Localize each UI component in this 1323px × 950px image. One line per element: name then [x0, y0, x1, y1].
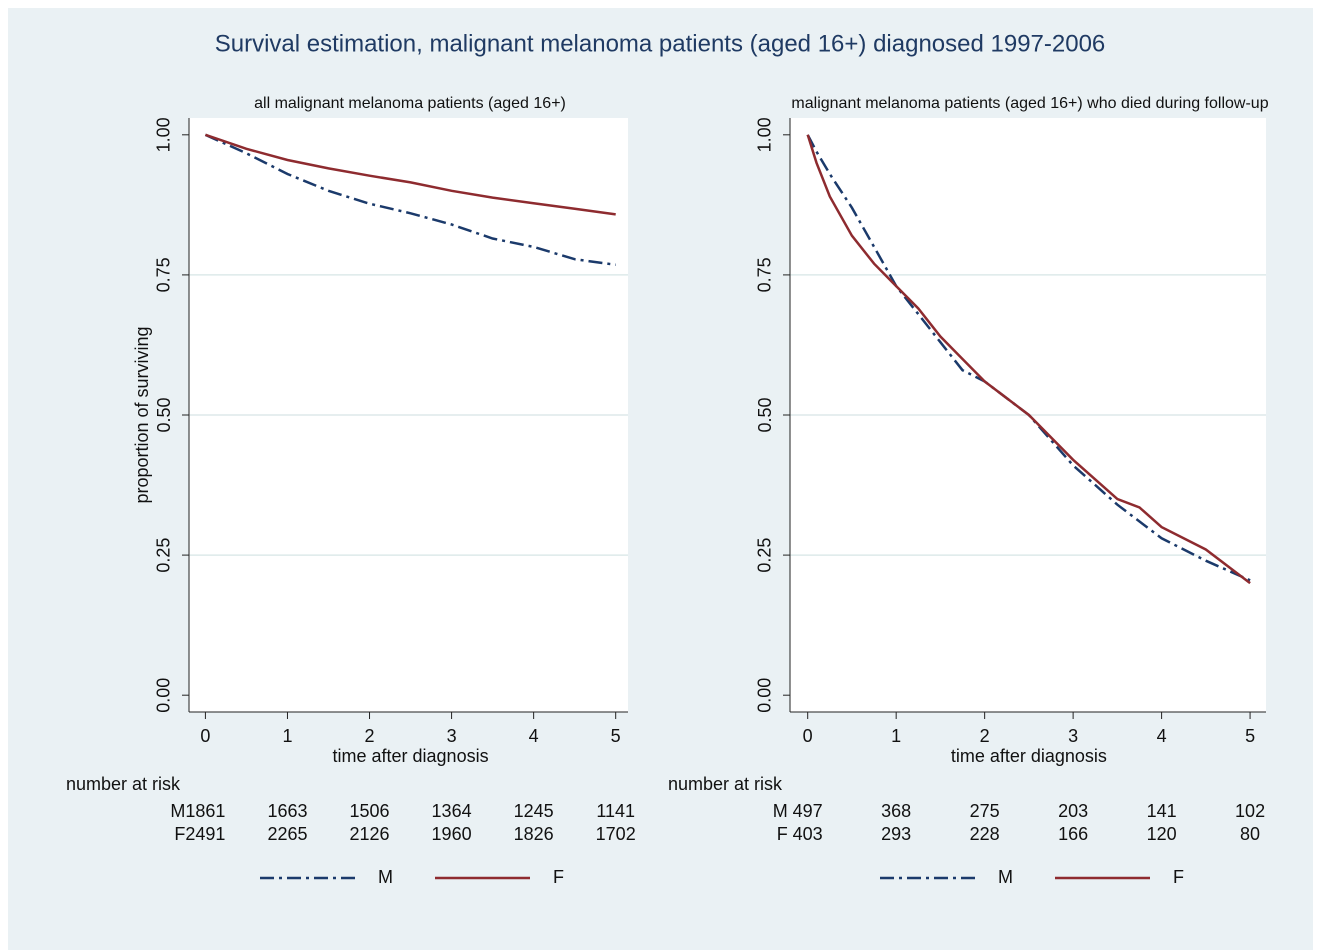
- risk-value: 2265: [267, 824, 307, 844]
- risk-value: 368: [881, 801, 911, 821]
- x-tick-label: 5: [611, 726, 621, 746]
- y-tick-label: 0.25: [755, 538, 775, 573]
- risk-row-label: F: [174, 824, 185, 844]
- legend-label: F: [1173, 867, 1184, 887]
- x-axis-label: time after diagnosis: [951, 746, 1107, 766]
- panel-title: malignant melanoma patients (aged 16+) w…: [791, 95, 1268, 112]
- x-tick-label: 3: [447, 726, 457, 746]
- risk-value: 228: [970, 824, 1000, 844]
- x-tick-label: 2: [980, 726, 990, 746]
- x-tick-label: 1: [282, 726, 292, 746]
- survival-line: [204, 133, 616, 216]
- y-tick-label: 0.50: [755, 397, 775, 432]
- risk-value: 1506: [349, 801, 389, 821]
- risk-row-label: M: [170, 801, 185, 821]
- risk-value: 1960: [432, 824, 472, 844]
- risk-value: 275: [970, 801, 1000, 821]
- x-tick-label: 5: [1245, 726, 1255, 746]
- risk-value: 203: [1058, 801, 1088, 821]
- x-tick-label: 4: [529, 726, 539, 746]
- panel-title: all malignant melanoma patients (aged 16…: [254, 95, 566, 112]
- y-tick-label: 0.25: [154, 538, 174, 573]
- risk-value: 166: [1058, 824, 1088, 844]
- y-tick-label: 1.00: [154, 117, 174, 152]
- risk-row-label: F: [777, 824, 788, 844]
- risk-value: 1245: [514, 801, 554, 821]
- y-axis-label: proportion of surviving: [132, 326, 152, 503]
- legend-label: F: [553, 867, 564, 887]
- risk-value: 120: [1147, 824, 1177, 844]
- risk-value: 403: [793, 824, 823, 844]
- survival-line: [806, 134, 1251, 585]
- y-tick-label: 0.00: [154, 678, 174, 713]
- risk-value: 2126: [349, 824, 389, 844]
- x-tick-label: 0: [803, 726, 813, 746]
- y-tick-label: 0.75: [755, 257, 775, 292]
- y-tick-label: 0.75: [154, 257, 174, 292]
- risk-value: 497: [793, 801, 823, 821]
- risk-value: 80: [1240, 824, 1260, 844]
- risk-value: 1141: [596, 801, 635, 821]
- y-tick-label: 1.00: [755, 117, 775, 152]
- risk-row-label: M: [773, 801, 788, 821]
- x-axis-label: time after diagnosis: [333, 746, 489, 766]
- x-tick-label: 4: [1157, 726, 1167, 746]
- risk-value: 1826: [514, 824, 554, 844]
- risk-value: 1861: [185, 801, 225, 821]
- survival-line: [806, 134, 1251, 582]
- x-tick-label: 1: [891, 726, 901, 746]
- risk-value: 102: [1235, 801, 1265, 821]
- legend-label: M: [998, 867, 1013, 887]
- risk-table-title: number at risk: [668, 774, 783, 794]
- legend-label: M: [378, 867, 393, 887]
- risk-value: 2491: [185, 824, 225, 844]
- survival-line: [204, 133, 616, 267]
- x-tick-label: 0: [200, 726, 210, 746]
- chart-title: Survival estimation, malignant melanoma …: [215, 30, 1106, 57]
- risk-value: 293: [881, 824, 911, 844]
- x-tick-label: 3: [1068, 726, 1078, 746]
- risk-value: 1364: [432, 801, 472, 821]
- risk-table-title: number at risk: [66, 774, 181, 794]
- risk-value: 1663: [267, 801, 307, 821]
- y-tick-label: 0.50: [154, 397, 174, 432]
- risk-value: 1702: [596, 824, 636, 844]
- y-tick-label: 0.00: [755, 678, 775, 713]
- risk-value: 141: [1147, 801, 1177, 821]
- x-tick-label: 2: [365, 726, 375, 746]
